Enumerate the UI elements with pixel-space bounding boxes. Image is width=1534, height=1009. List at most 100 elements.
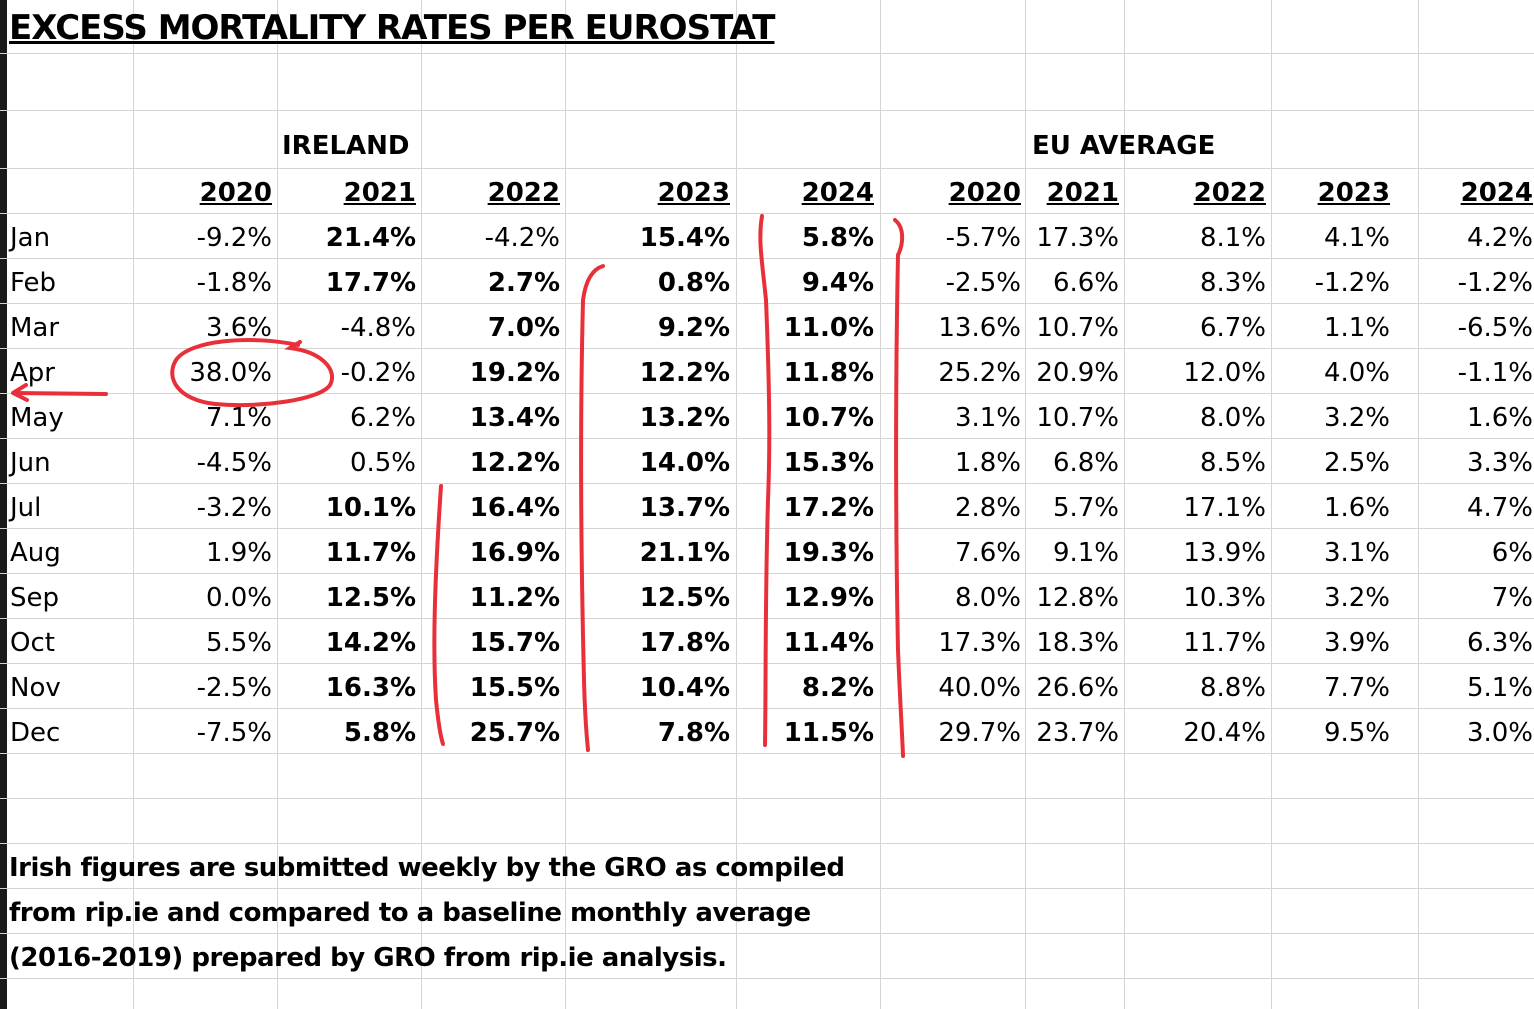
- ireland-cell-2020[interactable]: 5.5%: [205, 628, 272, 658]
- ireland-cell-2023[interactable]: 13.2%: [639, 403, 730, 433]
- ireland-cell-2023[interactable]: 12.2%: [639, 358, 730, 388]
- eu-cell-2020[interactable]: 2.8%: [954, 493, 1021, 523]
- ireland-cell-2020[interactable]: -2.5%: [196, 673, 272, 703]
- ireland-cell-2020[interactable]: -1.8%: [196, 268, 272, 298]
- ireland-cell-2022[interactable]: 16.9%: [469, 538, 560, 568]
- ireland-cell-2021[interactable]: 14.2%: [325, 628, 416, 658]
- eu-cell-2022[interactable]: 8.0%: [1199, 403, 1266, 433]
- ireland-cell-2022[interactable]: 11.2%: [469, 583, 560, 613]
- month-label[interactable]: May: [10, 403, 64, 433]
- month-label[interactable]: Jan: [10, 223, 51, 253]
- eu-cell-2022[interactable]: 8.3%: [1199, 268, 1266, 298]
- eu-cell-2023[interactable]: 2.5%: [1323, 448, 1390, 478]
- eu-cell-2021[interactable]: 23.7%: [1036, 718, 1119, 748]
- eu-cell-2021[interactable]: 10.7%: [1036, 313, 1119, 343]
- eu-cell-2024[interactable]: -1.2%: [1457, 268, 1533, 298]
- eu-cell-2020[interactable]: 29.7%: [938, 718, 1021, 748]
- ireland-cell-2023[interactable]: 0.8%: [657, 268, 730, 298]
- eu-cell-2024[interactable]: 3.3%: [1466, 448, 1533, 478]
- eu-cell-2020[interactable]: 8.0%: [954, 583, 1021, 613]
- year-header-ireland-2021[interactable]: 2021: [343, 178, 416, 208]
- ireland-cell-2020[interactable]: 7.1%: [205, 403, 272, 433]
- month-label[interactable]: Jun: [10, 448, 51, 478]
- ireland-cell-2020[interactable]: -3.2%: [196, 493, 272, 523]
- ireland-cell-2022[interactable]: 19.2%: [469, 358, 560, 388]
- month-label[interactable]: Jul: [10, 493, 42, 523]
- ireland-cell-2022[interactable]: 15.7%: [469, 628, 560, 658]
- month-label[interactable]: Feb: [10, 268, 57, 298]
- eu-cell-2023[interactable]: 7.7%: [1323, 673, 1390, 703]
- ireland-cell-2024[interactable]: 11.5%: [783, 718, 874, 748]
- year-header-ireland-2022[interactable]: 2022: [487, 178, 560, 208]
- ireland-cell-2022[interactable]: 7.0%: [487, 313, 560, 343]
- ireland-cell-2023[interactable]: 9.2%: [657, 313, 730, 343]
- ireland-cell-2022[interactable]: 13.4%: [469, 403, 560, 433]
- eu-cell-2024[interactable]: 4.7%: [1466, 493, 1533, 523]
- eu-cell-2020[interactable]: 17.3%: [938, 628, 1021, 658]
- ireland-cell-2024[interactable]: 17.2%: [783, 493, 874, 523]
- ireland-cell-2023[interactable]: 10.4%: [639, 673, 730, 703]
- ireland-cell-2022[interactable]: -4.2%: [484, 223, 560, 253]
- eu-cell-2020[interactable]: 1.8%: [954, 448, 1021, 478]
- eu-cell-2024[interactable]: 4.2%: [1466, 223, 1533, 253]
- month-label[interactable]: Sep: [10, 583, 60, 613]
- ireland-cell-2020[interactable]: 38.0%: [189, 358, 272, 388]
- ireland-cell-2022[interactable]: 12.2%: [469, 448, 560, 478]
- ireland-cell-2023[interactable]: 17.8%: [639, 628, 730, 658]
- eu-cell-2023[interactable]: 1.1%: [1323, 313, 1390, 343]
- month-label[interactable]: Apr: [10, 358, 55, 388]
- ireland-cell-2021[interactable]: 17.7%: [325, 268, 416, 298]
- year-header-ireland-2023[interactable]: 2023: [657, 178, 730, 208]
- eu-cell-2020[interactable]: 3.1%: [954, 403, 1021, 433]
- year-header-eu-2022[interactable]: 2022: [1193, 178, 1266, 208]
- ireland-cell-2023[interactable]: 15.4%: [639, 223, 730, 253]
- eu-cell-2024[interactable]: 5.1%: [1466, 673, 1533, 703]
- eu-cell-2022[interactable]: 8.5%: [1199, 448, 1266, 478]
- ireland-cell-2021[interactable]: 5.8%: [343, 718, 416, 748]
- eu-cell-2023[interactable]: -1.2%: [1314, 268, 1390, 298]
- eu-cell-2020[interactable]: 25.2%: [938, 358, 1021, 388]
- eu-cell-2023[interactable]: 3.2%: [1323, 403, 1390, 433]
- eu-cell-2023[interactable]: 9.5%: [1323, 718, 1390, 748]
- ireland-cell-2023[interactable]: 21.1%: [639, 538, 730, 568]
- ireland-cell-2022[interactable]: 15.5%: [469, 673, 560, 703]
- ireland-cell-2021[interactable]: -4.8%: [340, 313, 416, 343]
- eu-cell-2021[interactable]: 26.6%: [1036, 673, 1119, 703]
- year-header-eu-2023[interactable]: 2023: [1317, 178, 1390, 208]
- ireland-cell-2022[interactable]: 25.7%: [469, 718, 560, 748]
- eu-cell-2021[interactable]: 20.9%: [1036, 358, 1119, 388]
- ireland-cell-2020[interactable]: 1.9%: [205, 538, 272, 568]
- eu-cell-2023[interactable]: 3.2%: [1323, 583, 1390, 613]
- eu-cell-2020[interactable]: 7.6%: [954, 538, 1021, 568]
- eu-cell-2023[interactable]: 1.6%: [1323, 493, 1390, 523]
- ireland-cell-2020[interactable]: -4.5%: [196, 448, 272, 478]
- ireland-cell-2024[interactable]: 8.2%: [801, 673, 874, 703]
- month-label[interactable]: Mar: [10, 313, 60, 343]
- note-line-2[interactable]: from rip.ie and compared to a baseline m…: [9, 898, 811, 928]
- year-header-ireland-2020[interactable]: 2020: [199, 178, 272, 208]
- eu-cell-2020[interactable]: 40.0%: [938, 673, 1021, 703]
- eu-cell-2022[interactable]: 12.0%: [1183, 358, 1266, 388]
- eu-cell-2021[interactable]: 12.8%: [1036, 583, 1119, 613]
- month-label[interactable]: Aug: [10, 538, 61, 568]
- eu-cell-2022[interactable]: 10.3%: [1183, 583, 1266, 613]
- ireland-cell-2021[interactable]: 0.5%: [349, 448, 416, 478]
- eu-cell-2024[interactable]: 6.3%: [1466, 628, 1533, 658]
- eu-cell-2024[interactable]: 3.0%: [1466, 718, 1533, 748]
- ireland-cell-2021[interactable]: 16.3%: [325, 673, 416, 703]
- eu-cell-2021[interactable]: 5.7%: [1052, 493, 1119, 523]
- eu-cell-2021[interactable]: 6.8%: [1052, 448, 1119, 478]
- ireland-cell-2022[interactable]: 16.4%: [469, 493, 560, 523]
- eu-cell-2022[interactable]: 6.7%: [1199, 313, 1266, 343]
- year-header-eu-2024[interactable]: 2024: [1460, 178, 1533, 208]
- eu-cell-2022[interactable]: 20.4%: [1183, 718, 1266, 748]
- ireland-cell-2021[interactable]: -0.2%: [340, 358, 416, 388]
- ireland-cell-2024[interactable]: 9.4%: [801, 268, 874, 298]
- eu-cell-2021[interactable]: 17.3%: [1036, 223, 1119, 253]
- ireland-cell-2023[interactable]: 13.7%: [639, 493, 730, 523]
- eu-cell-2020[interactable]: 13.6%: [938, 313, 1021, 343]
- month-label[interactable]: Oct: [10, 628, 55, 658]
- ireland-cell-2024[interactable]: 11.0%: [783, 313, 874, 343]
- group-eu-average[interactable]: EU AVERAGE: [1032, 131, 1216, 161]
- note-line-1[interactable]: Irish figures are submitted weekly by th…: [9, 853, 845, 883]
